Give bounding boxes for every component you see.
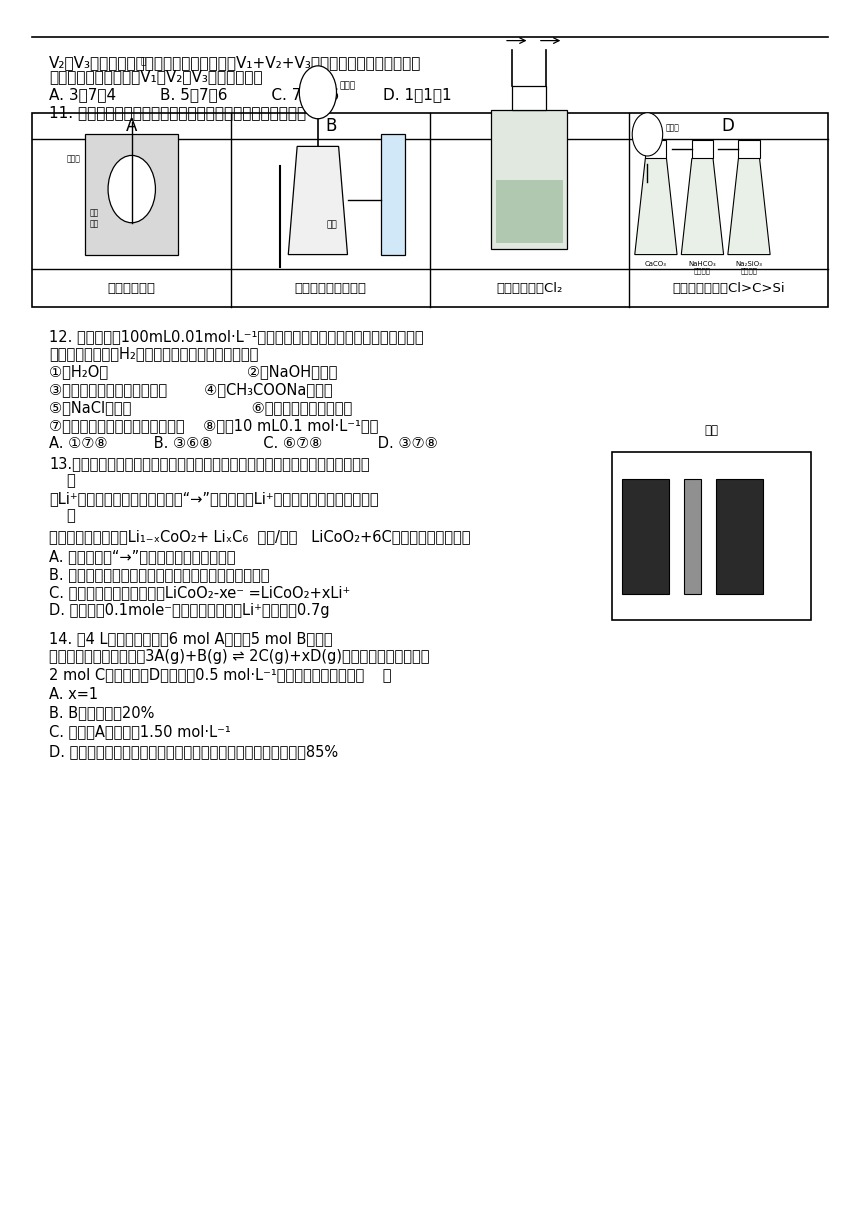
Text: ①加H₂O；                              ②加NaOH固体；: ①加H₂O； ②加NaOH固体； <box>49 364 338 379</box>
Text: ⑤加NaCl溶液；                          ⑥滴入几滴硫酸铜溶液；: ⑤加NaCl溶液； ⑥滴入几滴硫酸铜溶液； <box>49 400 353 415</box>
Bar <box>85 135 178 254</box>
Circle shape <box>108 156 156 223</box>
Text: A. x=1: A. x=1 <box>49 687 98 703</box>
Polygon shape <box>681 158 723 254</box>
Text: C: C <box>524 117 535 135</box>
Text: 11. 用下图所示实验装置进行相应实验，能达到实验目的的是: 11. 用下图所示实验装置进行相应实验，能达到实验目的的是 <box>49 106 306 120</box>
Bar <box>381 135 405 254</box>
Text: 外路: 外路 <box>704 424 718 438</box>
Bar <box>716 479 763 593</box>
Text: 稀盐酸: 稀盐酸 <box>666 124 680 133</box>
Circle shape <box>632 113 663 156</box>
Text: 制作蓝色喷泉: 制作蓝色喷泉 <box>108 282 156 294</box>
Bar <box>491 111 568 248</box>
Text: 在一定条件下发生反应：3A(g)+B(g) ⇌ 2C(g)+xD(g)，达到平衡时，生成了: 在一定条件下发生反应：3A(g)+B(g) ⇌ 2C(g)+xD(g)，达到平衡… <box>49 649 430 664</box>
Text: 锤粒: 锤粒 <box>326 220 337 229</box>
Text: 允: 允 <box>66 473 75 489</box>
Text: D: D <box>722 117 734 135</box>
Text: 许Li⁺在其间通过（图中电池内部“→”表示放电时Li⁺的迁移方向）。充电、放电: 许Li⁺在其间通过（图中电池内部“→”表示放电时Li⁺的迁移方向）。充电、放电 <box>49 491 379 506</box>
Text: B. B的转化率为20%: B. B的转化率为20% <box>49 705 155 720</box>
Text: 电极(C): 电极(C) <box>729 466 750 474</box>
Polygon shape <box>288 146 347 254</box>
Text: A. 3：7：4         B. 5：7：6         C. 7：3：6         D. 1：1：1: A. 3：7：4 B. 5：7：6 C. 7：3：6 D. 1：1：1 <box>49 88 452 102</box>
Bar <box>692 140 713 158</box>
Text: 测定产生气体的体积: 测定产生气体的体积 <box>295 282 366 294</box>
Text: D. 达到平衡时，在相同温度下容器内混合气体的压强是反应前的85%: D. 达到平衡时，在相同温度下容器内混合气体的压强是反应前的85% <box>49 744 338 759</box>
Text: 反应速率而不改变H₂的产量，可以使用如下方法中的: 反应速率而不改变H₂的产量，可以使用如下方法中的 <box>49 345 259 361</box>
Text: 止水夹: 止水夹 <box>67 154 81 163</box>
Text: C. 平衡时A的浓度为1.50 mol·L⁻¹: C. 平衡时A的浓度为1.50 mol·L⁻¹ <box>49 725 231 739</box>
Text: 2 mol C，经测定，D的浓度为0.5 mol·L⁻¹，下列判断正确的是（    ）: 2 mol C，经测定，D的浓度为0.5 mol·L⁻¹，下列判断正确的是（ ） <box>49 666 392 682</box>
Bar <box>495 180 563 242</box>
Bar <box>612 451 811 620</box>
Text: 12. 少量铁块与100mL0.01mol·L⁻¹的稀盐酸反应，反应速率太慢。为了加快此: 12. 少量铁块与100mL0.01mol·L⁻¹的稀盐酸反应，反应速率太慢。为… <box>49 330 424 344</box>
Text: 稀硫酸: 稀硫酸 <box>340 81 356 91</box>
Text: ⑦升高温度（不考虑盐酸挥发）；    ⑧改用10 mL0.1 mol·L⁻¹盐酸: ⑦升高温度（不考虑盐酸挥发）； ⑧改用10 mL0.1 mol·L⁻¹盐酸 <box>49 418 378 433</box>
Text: NaHCO₃
饱和溶液: NaHCO₃ 饱和溶液 <box>689 260 716 274</box>
Text: 证明非金属性：Cl>C>Si: 证明非金属性：Cl>C>Si <box>672 282 784 294</box>
Polygon shape <box>635 158 677 254</box>
Bar <box>739 140 759 158</box>
Text: 电: 电 <box>66 508 75 523</box>
Circle shape <box>299 66 336 119</box>
Text: 电极
(LiCoO₂): 电极 (LiCoO₂) <box>630 455 661 474</box>
Text: 酝酸
溶液: 酝酸 溶液 <box>89 209 99 229</box>
Text: B: B <box>325 117 336 135</box>
Text: B. 放电过程中正极材料化合价发生变化的元素是锂元素: B. 放电过程中正极材料化合价发生变化的元素是锂元素 <box>49 567 270 582</box>
Text: ○-Li⁺: ○-Li⁺ <box>697 603 725 613</box>
Bar <box>645 140 666 158</box>
Bar <box>513 86 546 111</box>
Text: D. 内电路有0.1mole⁻通过，发生迁移的Li⁺的质量为0.7g: D. 内电路有0.1mole⁻通过，发生迁移的Li⁺的质量为0.7g <box>49 603 330 618</box>
Bar <box>684 479 701 593</box>
Text: A. 外电路上的“→”，表示放电时的电流方向: A. 外电路上的“→”，表示放电时的电流方向 <box>49 550 236 564</box>
Text: Na₂SiO₃
饱和溶液: Na₂SiO₃ 饱和溶液 <box>735 260 763 274</box>
Text: 用浓硫酸干燥Cl₂: 用浓硫酸干燥Cl₂ <box>496 282 562 294</box>
Text: CaCO₃: CaCO₃ <box>645 260 666 266</box>
Text: ③将铁块换成等质量的铁粉；        ④加CH₃COONa固体；: ③将铁块换成等质量的铁粉； ④加CH₃COONa固体； <box>49 382 333 396</box>
Text: A: A <box>126 117 138 135</box>
Text: 固体电解质: 固体电解质 <box>682 468 703 474</box>
Text: 最终容器内充满水。则V₁、V₂、V₃之比不可能是: 最终容器内充满水。则V₁、V₂、V₃之比不可能是 <box>49 69 263 84</box>
Text: 水: 水 <box>140 57 145 67</box>
Text: 时总反应可表示为：Li₁₋ₓCoO₂+ LiₓC₆  放电/充电   LiCoO₂+6C。下列说法正确的是: 时总反应可表示为：Li₁₋ₓCoO₂+ LiₓC₆ 放电/充电 LiCoO₂+6… <box>49 529 470 544</box>
Text: C. 放电时负极电极反应式：LiCoO₂-xe⁻ =LiCoO₂+xLi⁺: C. 放电时负极电极反应式：LiCoO₂-xe⁻ =LiCoO₂+xLi⁺ <box>49 585 351 601</box>
Text: A. ①⑦⑧          B. ③⑥⑧           C. ⑥⑦⑧            D. ③⑦⑧: A. ①⑦⑧ B. ③⑥⑧ C. ⑥⑦⑧ D. ③⑦⑧ <box>49 437 438 451</box>
Bar <box>33 113 827 308</box>
Polygon shape <box>728 158 771 254</box>
Text: 13.某新型二次锂离子电池结构如下图，电池内部是固体电解质，充电、放电时充: 13.某新型二次锂离子电池结构如下图，电池内部是固体电解质，充电、放电时充 <box>49 456 370 472</box>
Text: NH₃: NH₃ <box>159 173 176 181</box>
Text: 14. 在4 L密闭容器中充入6 mol A气体和5 mol B气体，: 14. 在4 L密闭容器中充入6 mol A气体和5 mol B气体， <box>49 631 333 646</box>
Text: V₂、V₃，若将该三种气体混合于一个容积为V₁+V₂+V₃的容器中，倒立于水槽中，: V₂、V₃，若将该三种气体混合于一个容积为V₁+V₂+V₃的容器中，倒立于水槽中… <box>49 55 421 71</box>
Bar <box>622 479 668 593</box>
